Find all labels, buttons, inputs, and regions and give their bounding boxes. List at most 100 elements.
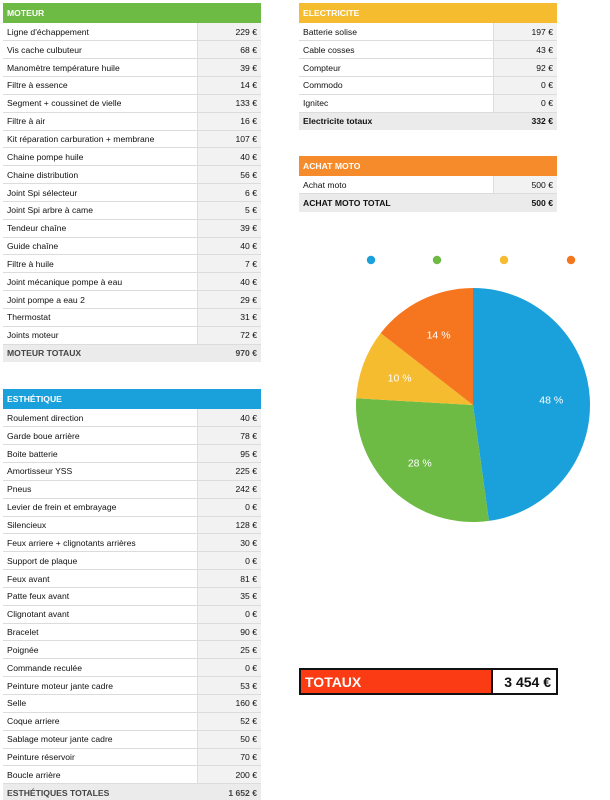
table-row: Clignotant avant 0 € bbox=[3, 605, 262, 624]
item-value: 40 € bbox=[197, 272, 261, 292]
grand-total-value: 3 454 € bbox=[493, 670, 556, 693]
item-value: 200 € bbox=[197, 765, 262, 785]
item-label: Filtre à air bbox=[3, 112, 198, 131]
item-label: Selle bbox=[3, 694, 198, 713]
item-value: 35 € bbox=[197, 587, 262, 606]
electricite-total-value: 332 € bbox=[493, 111, 557, 131]
table-row: Sablage moteur jante cadre 50 € bbox=[3, 730, 262, 749]
pie-slice bbox=[356, 333, 473, 405]
table-row: Tendeur chaîne 39 € bbox=[3, 219, 261, 238]
item-value: 242 € bbox=[197, 480, 262, 499]
item-label: Feux avant bbox=[3, 569, 198, 588]
item-label: Peinture moteur jante cadre bbox=[3, 676, 198, 695]
moteur-header: MOTEUR bbox=[3, 3, 261, 23]
item-value: 0 € bbox=[493, 76, 557, 95]
table-row: Joint Spi arbre à came 5 € bbox=[3, 201, 261, 220]
item-label: Guide chaîne bbox=[3, 237, 198, 256]
item-value: 30 € bbox=[197, 533, 262, 553]
moteur-title: MOTEUR bbox=[3, 3, 261, 23]
item-value: 225 € bbox=[197, 462, 262, 481]
item-value: 7 € bbox=[197, 254, 261, 274]
item-value: 40 € bbox=[197, 409, 262, 428]
item-value: 0 € bbox=[197, 658, 262, 678]
item-value: 107 € bbox=[197, 130, 261, 149]
electricite-body: ELECTRICITE Batterie solise 197 € Cable cos… bbox=[299, 3, 557, 131]
item-label: Segment + coussinet de vielle bbox=[3, 94, 198, 113]
item-value: 14 € bbox=[197, 76, 261, 95]
achat-total-label: ACHAT MOTO TOTAL bbox=[299, 193, 493, 212]
table-row: Boite batterie 95 € bbox=[3, 444, 262, 464]
item-value: 50 € bbox=[197, 730, 262, 749]
grand-total-box: TOTAUX 3 454 € bbox=[299, 668, 558, 695]
item-label: Pneus bbox=[3, 480, 198, 499]
table-row: Feux arriere + clignotants arrières 30 € bbox=[3, 533, 262, 553]
item-label: Coque arriere bbox=[3, 712, 198, 731]
table-row: Levier de frein et embrayage 0 € bbox=[3, 498, 262, 517]
table-row: Feux avant 81 € bbox=[3, 569, 262, 588]
table-row: Pneus 242 € bbox=[3, 480, 262, 499]
moteur-total-value: 970 € bbox=[197, 343, 261, 363]
moteur-total-row: MOTEUR TOTAUX 970 € bbox=[3, 343, 261, 363]
item-value: 31 € bbox=[197, 308, 261, 327]
esthetique-table: ESTHÉTIQUE Roulement direction 40 € Garde b… bbox=[3, 389, 262, 800]
item-label: Sablage moteur jante cadre bbox=[3, 730, 198, 749]
item-label: Boite batterie bbox=[3, 444, 198, 464]
item-label: Filtre à huile bbox=[3, 254, 198, 274]
table-row: Chaine pompe huile 40 € bbox=[3, 147, 261, 167]
item-value: 160 € bbox=[197, 694, 262, 713]
item-value: 500 € bbox=[493, 176, 558, 195]
pie-slice-label: 10 % bbox=[388, 372, 412, 384]
item-label: Support de plaque bbox=[3, 551, 198, 571]
item-value: 29 € bbox=[197, 290, 261, 309]
table-row: Vis cache culbuteur 68 € bbox=[3, 40, 261, 60]
item-label: Compteur bbox=[299, 58, 494, 78]
item-label: Filtre à essence bbox=[3, 76, 198, 95]
pie-slice bbox=[356, 398, 489, 522]
item-value: 56 € bbox=[197, 165, 261, 185]
table-row: Compteur 92 € bbox=[299, 58, 557, 78]
moteur-table: MOTEUR Ligne d'échappement 229 € Vis cache … bbox=[3, 3, 261, 363]
table-row: Segment + coussinet de vielle 133 € bbox=[3, 94, 261, 113]
table-row: Commande reculée 0 € bbox=[3, 658, 262, 678]
table-row: Ignitec 0 € bbox=[299, 94, 557, 113]
item-label: Feux arriere + clignotants arrières bbox=[3, 533, 198, 553]
item-value: 70 € bbox=[197, 748, 262, 767]
legend-dot bbox=[366, 255, 376, 265]
item-value: 25 € bbox=[197, 640, 262, 660]
item-label: Levier de frein et embrayage bbox=[3, 498, 198, 517]
electricite-total-row: Electricite totaux 332 € bbox=[299, 111, 557, 131]
item-value: 78 € bbox=[197, 426, 262, 446]
item-value: 0 € bbox=[197, 605, 262, 624]
item-value: 197 € bbox=[493, 23, 557, 42]
item-label: Chaine pompe huile bbox=[3, 147, 198, 167]
table-row: Amortisseur YSS 225 € bbox=[3, 462, 262, 481]
electricite-table: ELECTRICITE Batterie solise 197 € Cable cos… bbox=[299, 3, 557, 131]
item-label: Joint pompe a eau 2 bbox=[3, 290, 198, 309]
item-value: 5 € bbox=[197, 201, 261, 220]
item-value: 52 € bbox=[197, 712, 262, 731]
item-value: 6 € bbox=[197, 183, 261, 202]
table-row: Manomètre température huile 39 € bbox=[3, 58, 261, 78]
table-row: Filtre à essence 14 € bbox=[3, 76, 261, 95]
table-row: Cable cosses 43 € bbox=[299, 40, 557, 60]
table-row: Filtre à huile 7 € bbox=[3, 254, 261, 274]
item-label: Peinture réservoir bbox=[3, 748, 198, 767]
item-label: Batterie solise bbox=[299, 23, 494, 42]
item-value: 81 € bbox=[197, 569, 262, 588]
table-row: Poignée 25 € bbox=[3, 640, 262, 660]
item-value: 40 € bbox=[197, 147, 261, 167]
item-label: Clignotant avant bbox=[3, 605, 198, 624]
item-value: 0 € bbox=[493, 94, 557, 113]
moteur-total-label: MOTEUR TOTAUX bbox=[3, 343, 197, 363]
item-label: Roulement direction bbox=[3, 409, 198, 428]
item-label: Manomètre température huile bbox=[3, 58, 198, 78]
item-label: Chaine distribution bbox=[3, 165, 198, 185]
item-label: Ignitec bbox=[299, 94, 494, 113]
pie-slice bbox=[380, 288, 473, 405]
achat-title: ACHAT MOTO bbox=[299, 156, 558, 176]
table-row: Selle 160 € bbox=[3, 694, 262, 713]
item-value: 90 € bbox=[197, 623, 262, 642]
table-row: Ligne d'échappement 229 € bbox=[3, 23, 261, 42]
achat-header: ACHAT MOTO bbox=[299, 156, 558, 176]
table-row: Silencieux 128 € bbox=[3, 516, 262, 535]
